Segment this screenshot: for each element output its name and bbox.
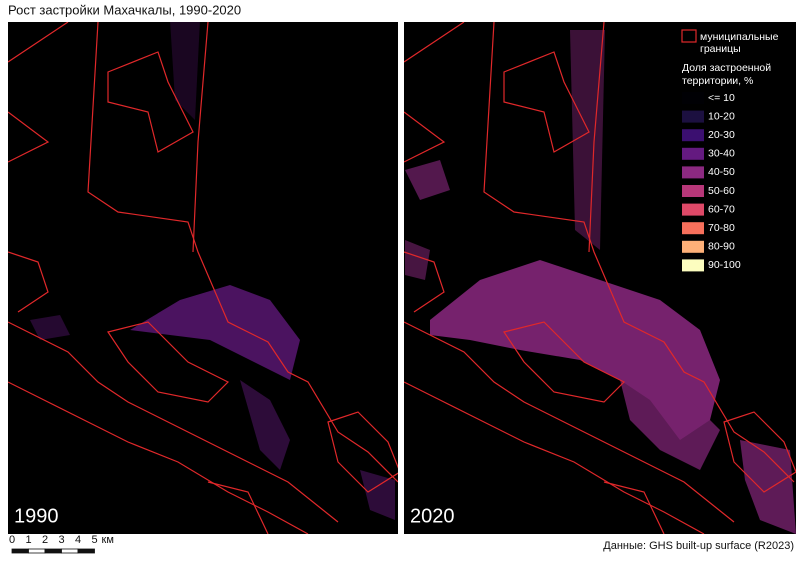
scale-segment [44, 548, 62, 554]
legend-label: <= 10 [708, 92, 735, 104]
scale-label: 4 [75, 534, 81, 546]
scale-segment [11, 548, 29, 554]
scale-label: 2 [42, 534, 48, 546]
legend-swatch [682, 166, 704, 179]
legend-swatch [682, 222, 704, 235]
legend-swatch [682, 92, 704, 104]
legend-swatch [682, 147, 704, 160]
legend-label: 50-60 [708, 185, 735, 197]
legend: муниципальные границы Доля застроенной т… [681, 29, 779, 272]
source-note: Данные: GHS built-up surface (R2023) [603, 540, 794, 552]
legend-label: муниципальные [700, 31, 779, 43]
scale-label: 3 [58, 534, 64, 546]
legend-label: границы [700, 43, 741, 55]
legend-swatch [682, 240, 704, 253]
boundary-swatch [681, 29, 697, 43]
built-up-area [405, 30, 796, 534]
scale-segment [28, 548, 46, 554]
legend-swatch [682, 203, 704, 216]
map-title: Рост застройки Махачкалы, 1990-2020 [8, 2, 241, 17]
scale-label: 5 [91, 534, 97, 546]
legend-swatch [682, 185, 704, 197]
legend-swatch [682, 110, 704, 123]
panel-label: 2020 [410, 505, 455, 527]
scale-segment [77, 548, 95, 554]
scale-label: 1 [25, 534, 31, 546]
scale-label: 0 [9, 534, 15, 546]
legend-swatch [682, 129, 704, 142]
legend-label: 90-100 [708, 259, 741, 271]
panel-label: 1990 [14, 505, 59, 527]
legend-label: 70-80 [708, 222, 735, 234]
legend-label: 20-30 [708, 129, 735, 141]
legend-title: территории, % [682, 75, 753, 87]
scale-bar: 0 1 2 3 4 5 км [9, 534, 114, 554]
scale-segment [61, 548, 79, 554]
panel-1990: 1990 [8, 22, 398, 534]
built-up-area [30, 22, 395, 520]
legend-swatch [682, 259, 704, 272]
legend-label: 80-90 [708, 241, 735, 253]
panel-background [8, 22, 398, 534]
legend-label: 40-50 [708, 166, 735, 178]
legend-label: 10-20 [708, 110, 735, 122]
panel-2020: 2020 муниципальные границы Доля застроен… [404, 22, 796, 534]
legend-label: 30-40 [708, 148, 735, 160]
legend-title: Доля застроенной [682, 62, 771, 74]
scale-unit: км [102, 534, 114, 546]
legend-label: 60-70 [708, 203, 735, 215]
